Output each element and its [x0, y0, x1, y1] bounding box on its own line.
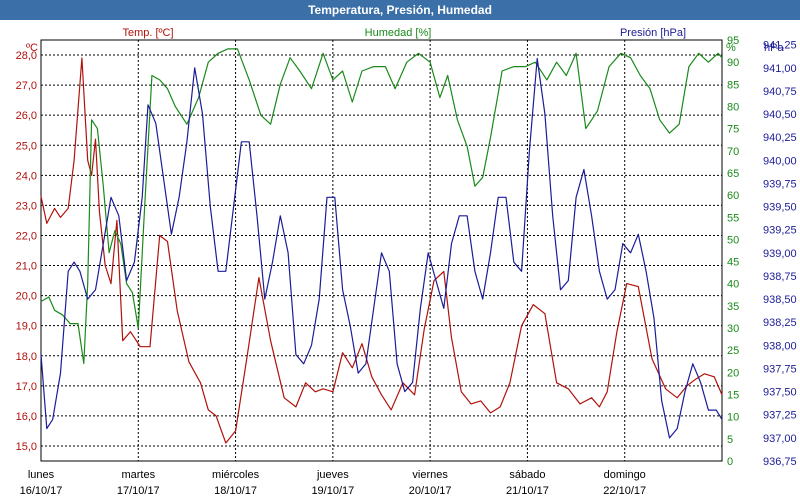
x-tick-day-label: viernes — [412, 469, 448, 481]
y-tick-label-pressure: 939,75 — [763, 178, 797, 190]
y-tick-label-temperature: 28,0 — [16, 50, 37, 62]
y-tick-label-pressure: 938,75 — [763, 271, 797, 283]
y-tick-label-temperature: 27,0 — [16, 80, 37, 92]
x-tick-date-label: 22/10/17 — [603, 485, 646, 497]
y-tick-label-pressure: 938,25 — [763, 317, 797, 329]
y-tick-label-temperature: 25,0 — [16, 140, 37, 152]
y-tick-label-humidity: 5 — [727, 434, 733, 446]
y-tick-label-temperature: 22,0 — [16, 230, 37, 242]
x-tick-day-label: sábado — [509, 469, 545, 481]
y-tick-label-temperature: 15,0 — [16, 441, 37, 453]
y-tick-label-humidity: 10 — [727, 412, 739, 424]
y-tick-label-humidity: 15 — [727, 390, 739, 402]
y-tick-label-pressure: 939,25 — [763, 225, 797, 237]
x-tick-date-label: 16/10/17 — [20, 485, 63, 497]
y-tick-label-pressure: 937,25 — [763, 410, 797, 422]
y-tick-label-humidity: 65 — [727, 168, 739, 180]
y-tick-label-humidity: 95 — [727, 35, 739, 47]
temp-unit-label: ºC — [26, 42, 38, 54]
y-tick-label-humidity: 90 — [727, 57, 739, 69]
y-tick-label-pressure: 940,50 — [763, 109, 797, 121]
humidity-unit-label: % — [726, 42, 736, 54]
plot-area — [40, 39, 723, 462]
temperature-series-line — [40, 57, 723, 444]
y-tick-label-humidity: 70 — [727, 146, 739, 158]
y-tick-label-humidity: 45 — [727, 257, 739, 269]
x-tick-date-label: 17/10/17 — [117, 485, 160, 497]
y-tick-label-temperature: 16,0 — [16, 411, 37, 423]
y-tick-label-humidity: 60 — [727, 190, 739, 202]
x-tick-date-label: 18/10/17 — [214, 485, 257, 497]
y-tick-label-humidity: 30 — [727, 323, 739, 335]
y-tick-label-pressure: 941,00 — [763, 63, 797, 75]
y-tick-label-pressure: 938,50 — [763, 294, 797, 306]
data-series — [40, 48, 723, 444]
pressure-unit-label: hPa — [764, 42, 784, 54]
y-tick-label-pressure: 938,00 — [763, 340, 797, 352]
y-tick-label-humidity: 25 — [727, 345, 739, 357]
y-tick-label-pressure: 941,25 — [763, 40, 797, 52]
y-tick-label-humidity: 75 — [727, 124, 739, 136]
x-tick-day-label: jueves — [316, 469, 349, 481]
axis-labels: lunes 16/10/17 martes 17/10/17 miércoles 18/1… — [16, 35, 797, 497]
y-tick-label-temperature: 17,0 — [16, 381, 37, 393]
y-tick-label-humidity: 35 — [727, 301, 739, 313]
x-tick-date-label: 21/10/17 — [506, 485, 549, 497]
legend-temp: Temp. [ºC] — [122, 27, 173, 39]
y-tick-label-humidity: 85 — [727, 79, 739, 91]
y-tick-label-pressure: 940,75 — [763, 86, 797, 98]
y-tick-label-humidity: 40 — [727, 279, 739, 291]
x-tick-date-label: 19/10/17 — [311, 485, 354, 497]
y-tick-label-humidity: 55 — [727, 212, 739, 224]
y-tick-label-pressure: 936,75 — [763, 456, 797, 468]
y-tick-label-temperature: 20,0 — [16, 291, 37, 303]
pressure-series-line — [40, 57, 723, 439]
legend-pressure: Presión [hPa] — [620, 27, 686, 39]
x-tick-day-label: lunes — [28, 469, 55, 481]
x-tick-date-label: 20/10/17 — [409, 485, 452, 497]
y-tick-label-temperature: 26,0 — [16, 110, 37, 122]
x-tick-day-label: domingo — [604, 469, 646, 481]
y-tick-label-humidity: 0 — [727, 456, 733, 468]
y-tick-label-pressure: 937,50 — [763, 387, 797, 399]
x-tick-day-label: martes — [121, 469, 155, 481]
line-chart: lunes 16/10/17 martes 17/10/17 miércoles 18/1… — [16, 27, 797, 497]
grid-lines — [41, 40, 722, 461]
y-tick-label-temperature: 23,0 — [16, 200, 37, 212]
x-tick-day-label: miércoles — [212, 469, 260, 481]
y-tick-label-pressure: 940,00 — [763, 155, 797, 167]
y-tick-label-humidity: 50 — [727, 234, 739, 246]
legend-humidity: Humedad [%] — [365, 27, 432, 39]
y-tick-label-temperature: 24,0 — [16, 170, 37, 182]
y-tick-label-temperature: 18,0 — [16, 351, 37, 363]
y-tick-label-pressure: 940,25 — [763, 132, 797, 144]
y-tick-label-temperature: 19,0 — [16, 321, 37, 333]
y-tick-label-temperature: 21,0 — [16, 261, 37, 273]
window-title: Temperatura, Presión, Humedad — [0, 0, 800, 20]
y-tick-label-humidity: 80 — [727, 101, 739, 113]
y-tick-label-pressure: 939,00 — [763, 248, 797, 260]
y-tick-label-pressure: 937,00 — [763, 433, 797, 445]
y-tick-label-humidity: 20 — [727, 367, 739, 379]
y-tick-label-pressure: 939,50 — [763, 202, 797, 214]
humidity-series-line — [40, 48, 723, 365]
y-tick-label-pressure: 937,75 — [763, 363, 797, 375]
